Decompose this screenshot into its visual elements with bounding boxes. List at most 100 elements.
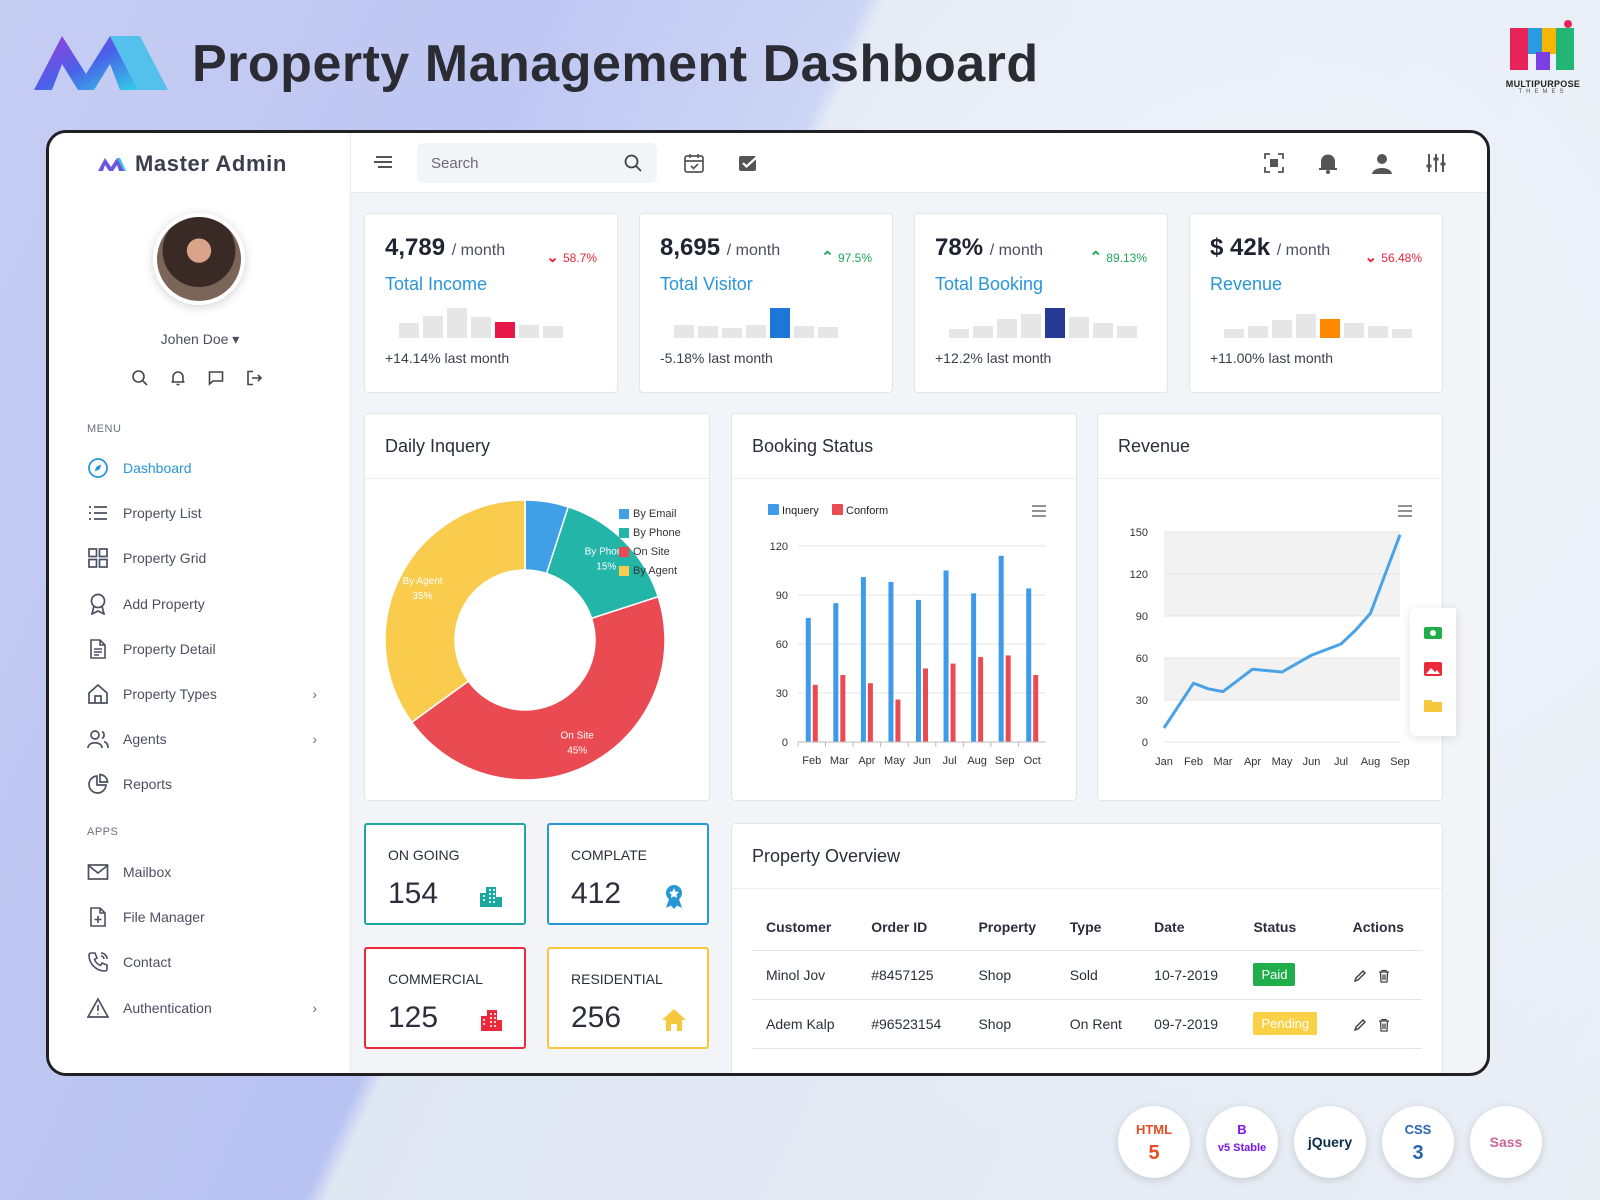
bar-inquery-sep[interactable] bbox=[998, 555, 1004, 742]
image-icon[interactable] bbox=[1424, 662, 1442, 678]
bar-inquery-oct[interactable] bbox=[1026, 588, 1032, 742]
bar-inquery-may[interactable] bbox=[888, 581, 894, 742]
table-row[interactable]: Minol Jov #8457125 Shop Sold 10-7-2019 Paid bbox=[752, 950, 1422, 1000]
table-row[interactable]: Adem Kalp #96523154 Shop On Rent 09-7-2019 Pe… bbox=[752, 999, 1422, 1049]
bar-inquery-jul[interactable] bbox=[943, 570, 949, 743]
legend-item[interactable]: By Phone bbox=[619, 523, 681, 542]
kpi-tile-complate[interactable]: COMPLATE 412 bbox=[547, 823, 709, 925]
folder-icon[interactable] bbox=[1424, 698, 1442, 714]
sidebar-item-property-detail[interactable]: Property Detail bbox=[87, 634, 317, 664]
hamburger-icon[interactable] bbox=[373, 153, 395, 171]
fullscreen-icon[interactable] bbox=[1263, 152, 1285, 174]
column-header[interactable]: Date bbox=[1140, 904, 1240, 951]
bell-icon[interactable] bbox=[169, 369, 187, 387]
search-icon[interactable] bbox=[131, 369, 149, 387]
panel-title: Daily Inquery bbox=[385, 436, 491, 456]
sidebar-item-reports[interactable]: Reports bbox=[87, 769, 317, 799]
logout-icon[interactable] bbox=[245, 369, 263, 387]
bar-conform-feb[interactable] bbox=[812, 684, 818, 742]
kpi-value: 412 bbox=[571, 877, 622, 910]
sidebar-item-authentication[interactable]: Authentication › bbox=[87, 993, 317, 1023]
column-header[interactable]: Order ID bbox=[857, 904, 965, 951]
column-header[interactable]: Actions bbox=[1338, 904, 1422, 951]
spark-bar bbox=[1117, 326, 1137, 338]
user-menu[interactable]: Johen Doe ▾ bbox=[49, 331, 351, 348]
chat-icon[interactable] bbox=[207, 369, 225, 387]
bar-conform-aug[interactable] bbox=[978, 657, 984, 742]
column-header[interactable]: Customer bbox=[752, 904, 858, 951]
chart-menu-icon[interactable] bbox=[1032, 505, 1046, 517]
donut-slice-by-agent[interactable] bbox=[384, 499, 526, 724]
bar-inquery-apr[interactable] bbox=[860, 577, 866, 742]
pie-icon bbox=[88, 773, 109, 795]
edit-icon[interactable] bbox=[1353, 969, 1367, 983]
trash-icon[interactable] bbox=[1377, 1018, 1391, 1032]
tech-badge-sub: 3 bbox=[1412, 1142, 1424, 1164]
chart-menu-icon[interactable] bbox=[1398, 505, 1412, 517]
bar-conform-jul[interactable] bbox=[950, 663, 956, 742]
search-icon[interactable] bbox=[623, 153, 643, 173]
legend-item[interactable]: On Site bbox=[619, 542, 681, 561]
bar-conform-apr[interactable] bbox=[867, 683, 873, 742]
column-header[interactable]: Type bbox=[1055, 904, 1141, 951]
bar-conform-jun[interactable] bbox=[923, 668, 928, 743]
trash-icon[interactable] bbox=[1377, 969, 1391, 983]
donut-slice-on-site[interactable] bbox=[410, 595, 666, 781]
slice-label: On Site bbox=[561, 730, 595, 741]
brand[interactable]: Master Admin bbox=[97, 151, 287, 177]
sidebar-item-property-grid[interactable]: Property Grid bbox=[87, 543, 317, 573]
x-tick-label: Feb bbox=[802, 755, 821, 767]
legend-item[interactable]: By Agent bbox=[619, 561, 681, 580]
cell-status: Paid bbox=[1239, 950, 1339, 1000]
stat-unit: / month bbox=[451, 242, 506, 259]
bar-conform-sep[interactable] bbox=[1005, 655, 1011, 742]
notification-bell-icon[interactable] bbox=[1317, 152, 1339, 174]
column-header[interactable]: Status bbox=[1239, 904, 1339, 951]
calendar-icon[interactable] bbox=[683, 152, 705, 174]
apps-heading: APPS bbox=[87, 826, 119, 838]
spark-bar bbox=[997, 318, 1017, 338]
sidebar-item-agents[interactable]: Agents › bbox=[87, 724, 317, 754]
bar-conform-mar[interactable] bbox=[840, 675, 846, 742]
kpi-tile-residential[interactable]: RESIDENTIAL 256 bbox=[547, 947, 709, 1049]
chevron-right-icon: › bbox=[312, 686, 317, 702]
stat-footnote: +14.14% last month bbox=[385, 350, 510, 366]
sidebar-item-file-manager[interactable]: File Manager bbox=[87, 902, 317, 932]
kpi-tile-commercial[interactable]: COMMERCIAL 125 bbox=[364, 947, 526, 1049]
spark-bar bbox=[423, 315, 443, 338]
revenue-line[interactable] bbox=[1162, 534, 1402, 729]
column-header[interactable]: Property bbox=[964, 904, 1056, 951]
stat-sparkline bbox=[674, 306, 838, 338]
sidebar-item-property-types[interactable]: Property Types › bbox=[87, 679, 317, 709]
avatar[interactable] bbox=[153, 213, 245, 305]
x-tick-label: Sep bbox=[1390, 756, 1410, 768]
bar-conform-may[interactable] bbox=[895, 699, 901, 742]
money-icon[interactable] bbox=[1424, 626, 1442, 642]
bar-inquery-feb[interactable] bbox=[805, 617, 811, 742]
legend-label[interactable]: Inquery bbox=[782, 505, 819, 517]
sidebar-item-dashboard[interactable]: Dashboard bbox=[87, 453, 317, 483]
stat-delta-value: 56.48% bbox=[1381, 251, 1422, 265]
sidebar-item-contact[interactable]: Contact bbox=[87, 947, 317, 977]
bar-inquery-aug[interactable] bbox=[971, 593, 977, 742]
settings-sliders-icon[interactable] bbox=[1425, 152, 1447, 174]
legend-label[interactable]: Conform bbox=[846, 505, 888, 517]
banner-title: Property Management Dashboard bbox=[192, 35, 1039, 93]
search-input[interactable] bbox=[417, 143, 607, 183]
bar-inquery-jun[interactable] bbox=[916, 599, 921, 742]
user-profile-icon[interactable] bbox=[1371, 152, 1393, 174]
revenue-panel: Revenue 0 30 60 90 120 150 Jan Feb Mar Apr May Jun J… bbox=[1097, 413, 1443, 801]
bar-conform-oct[interactable] bbox=[1033, 675, 1039, 742]
sidebar-item-mailbox[interactable]: Mailbox bbox=[87, 857, 317, 887]
checkbox-icon[interactable] bbox=[737, 152, 759, 174]
kpi-value: 125 bbox=[388, 1001, 439, 1034]
legend-item[interactable]: By Email bbox=[619, 504, 681, 523]
spark-bar bbox=[543, 326, 563, 338]
sidebar-item-property-list[interactable]: Property List bbox=[87, 498, 317, 528]
kpi-tile-on-going[interactable]: ON GOING 154 bbox=[364, 823, 526, 925]
x-tick-label: Jun bbox=[1303, 756, 1321, 768]
sidebar-item-add-property[interactable]: Add Property bbox=[87, 589, 317, 619]
edit-icon[interactable] bbox=[1353, 1018, 1367, 1032]
bar-inquery-mar[interactable] bbox=[833, 603, 839, 742]
spark-bar bbox=[818, 326, 838, 338]
